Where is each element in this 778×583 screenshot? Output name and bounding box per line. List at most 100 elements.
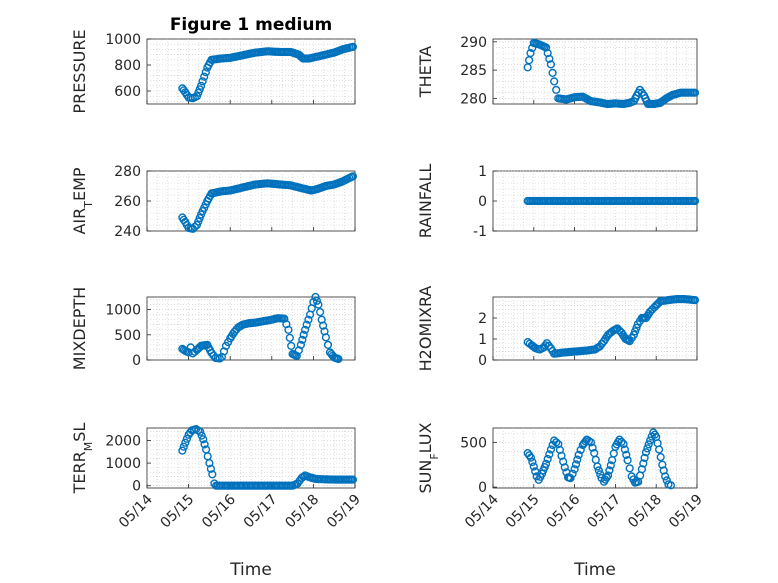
data-point (319, 321, 328, 330)
data-point (311, 292, 320, 302)
y-tick-label: 280 (114, 164, 141, 180)
data-point (661, 472, 670, 481)
data-point (637, 465, 647, 474)
data-point (643, 444, 652, 453)
y-tick-label: 0 (478, 480, 487, 496)
y-axis-label-3: RAINFALL (416, 164, 435, 239)
y-tick-label: 500 (460, 435, 487, 451)
data-point (644, 440, 653, 449)
data-point (552, 438, 561, 447)
data-point (552, 85, 561, 95)
y-tick-label: 1000 (105, 32, 141, 48)
data-point (581, 437, 590, 446)
x-tick-label: 05/17 (241, 492, 281, 532)
data-point (208, 470, 217, 479)
data-point (615, 435, 624, 444)
figure-title: Figure 1 medium (170, 15, 332, 35)
data-point (619, 440, 628, 449)
y-tick-label: 2000 (105, 433, 141, 449)
data-point (571, 460, 581, 469)
x-axis-label-6: Time (229, 560, 272, 580)
x-tick-label: 05/15 (503, 492, 543, 532)
data-point (625, 464, 634, 473)
data-point (206, 464, 216, 473)
data-point (348, 42, 358, 51)
data-point (287, 341, 296, 351)
x-tick-label: 05/18 (282, 492, 322, 532)
data-point (299, 330, 308, 339)
y-tick-label: 1 (478, 332, 487, 348)
data-point (573, 455, 582, 464)
data-point (526, 48, 535, 58)
y-tick-label: -1 (473, 224, 487, 240)
data-point (566, 474, 575, 483)
y-tick-label: 600 (114, 84, 141, 100)
data-point (334, 354, 343, 364)
y-tick-label: 0 (478, 353, 487, 369)
data-point (690, 88, 700, 97)
data-point (548, 68, 557, 78)
y-axis-label-6: TERRMSL (70, 423, 95, 495)
subplot-5: 0 1 2 H2OMIXRA (416, 286, 700, 371)
x-tick-label: 05/15 (158, 492, 198, 532)
data-point (205, 459, 214, 468)
data-point (541, 459, 551, 468)
y-tick-label: 1 (478, 164, 487, 180)
x-tick-label: 05/18 (625, 492, 665, 532)
data-point (198, 77, 207, 86)
data-point (348, 172, 358, 181)
data-point (181, 438, 190, 447)
data-point (654, 445, 664, 454)
data-point (550, 77, 559, 86)
data-point (593, 462, 602, 471)
data-point (645, 436, 655, 445)
data-point (623, 456, 632, 465)
data-point (546, 60, 556, 69)
data-point (201, 68, 210, 77)
data-point (620, 445, 630, 454)
data-point (215, 354, 224, 363)
y-tick-label: 0 (132, 353, 141, 369)
data-point (348, 475, 358, 484)
data-point (568, 469, 577, 478)
y-tick-label: 285 (460, 63, 487, 79)
data-point (296, 340, 306, 350)
y-axis-label-4: MIXDEPTH (70, 287, 89, 370)
subplot-7: 0 500 05/14 05/15 05/16 05/17 05/18 05/19 SUNFLU… (416, 422, 706, 580)
data-point (197, 431, 206, 440)
y-tick-label: 0 (478, 194, 487, 210)
y-tick-label: 0 (132, 479, 141, 495)
data-point (302, 320, 311, 329)
data-point (543, 48, 552, 58)
subplot-2: 240 260 280 AIRTEMP (70, 164, 358, 240)
data-point (178, 446, 187, 455)
data-point (662, 476, 671, 485)
data-point (690, 296, 700, 305)
x-tick-label: 05/16 (544, 491, 584, 531)
y-tick-label: 240 (114, 224, 141, 240)
data-point (690, 196, 700, 206)
data-point (641, 448, 651, 457)
x-tick-label: 05/17 (584, 492, 624, 532)
subplot-0: 600 800 1000 PRESSURE (70, 29, 358, 114)
data-point (197, 81, 206, 90)
x-tick-label: 05/19 (324, 492, 364, 532)
data-point (617, 437, 626, 447)
data-point (645, 307, 655, 316)
data-point (603, 471, 613, 480)
y-tick-label: 800 (114, 58, 141, 74)
data-point (613, 324, 622, 333)
data-point (301, 325, 310, 334)
subplot-6: 0 1000 2000 05/14 05/15 05/16 05/17 05/18 05/19 T… (70, 423, 364, 580)
data-point (200, 440, 209, 449)
y-axis-label-2: AIRTEMP (70, 167, 95, 234)
data-point (596, 470, 605, 479)
data-point (639, 459, 648, 468)
data-point (656, 453, 665, 462)
data-point (529, 462, 538, 471)
data-point (545, 54, 554, 63)
data-point (640, 453, 649, 463)
y-tick-label: 2 (478, 311, 487, 327)
